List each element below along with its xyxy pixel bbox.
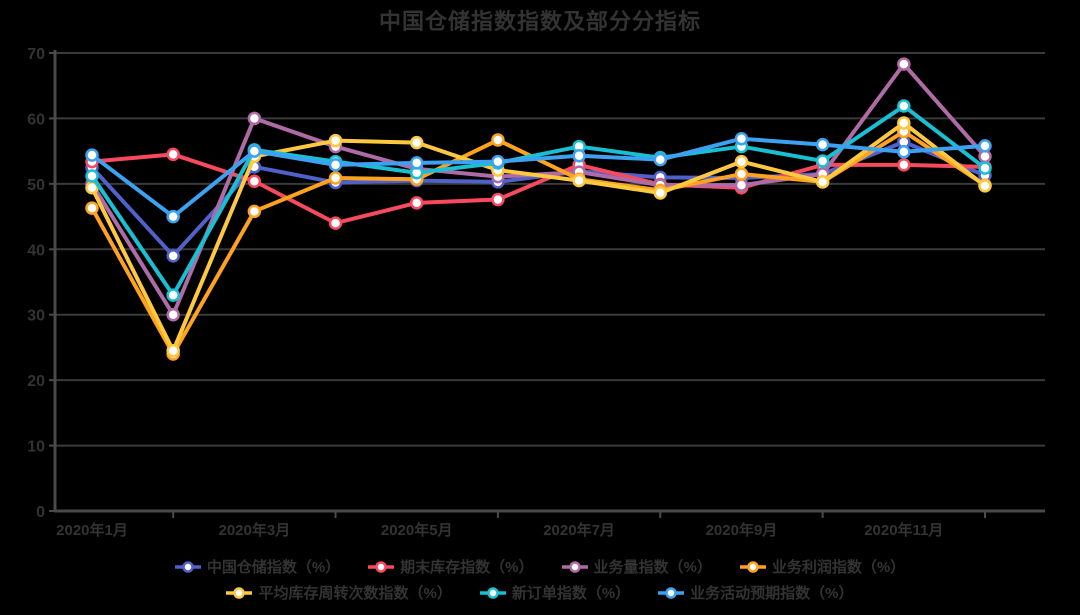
- legend-label-5: 新订单指数（%）: [511, 585, 631, 602]
- series-3-point-5: [491, 133, 505, 147]
- legend-item-6: 业务活动预期指数（%）: [658, 582, 854, 603]
- series-2-point-2: [247, 111, 262, 126]
- x-tick-label-8: 2020年9月: [706, 521, 778, 539]
- legend-label-6: 业务活动预期指数（%）: [690, 585, 854, 602]
- legend-marker-icon: [174, 560, 201, 573]
- series-line-3: [90, 129, 987, 356]
- series-4-point-10: [897, 116, 911, 130]
- series-1-point-1: [166, 147, 180, 162]
- chart-legend: 中国仓储指数（%） 期末库存指数（%） 业务量指数（%） 业务利润指数（%） 平均库存周…: [0, 556, 1080, 603]
- series-1-point-4: [409, 196, 424, 210]
- series-line-5: [90, 103, 987, 298]
- series-line-6: [90, 136, 987, 219]
- series-3-point-0: [85, 201, 99, 215]
- x-tick-label-0: 2020年1月: [56, 521, 128, 539]
- legend-row-0: 中国仓储指数（%） 期末库存指数（%） 业务量指数（%） 业务利润指数（%）: [174, 556, 906, 577]
- legend-label-1: 期末库存指数（%）: [400, 559, 534, 576]
- series-2-point-8: [734, 178, 749, 192]
- chart-title: 中国仓储指数指数及部分分指标: [378, 9, 701, 34]
- legend-label-4: 平均库存周转次数指数（%）: [258, 585, 452, 602]
- series-4-point-11: [978, 179, 992, 193]
- series-1-point-5: [491, 192, 505, 207]
- series-2-point-1: [166, 307, 180, 322]
- series-5-point-10: [897, 99, 911, 113]
- x-tick-label-10: 2020年11月: [864, 521, 943, 539]
- y-tick-label-10: 10: [27, 439, 45, 456]
- y-tick-label-20: 20: [27, 373, 45, 390]
- series-1-point-3: [328, 216, 343, 230]
- legend-marker-icon: [479, 586, 506, 599]
- y-tick-label-70: 70: [27, 46, 45, 63]
- series-4-point-7: [653, 186, 668, 200]
- series-line-2: [90, 62, 987, 317]
- series-6-point-7: [653, 152, 668, 167]
- series-6-point-11: [978, 139, 992, 153]
- series-5-point-9: [815, 154, 830, 168]
- series-6-point-10: [897, 145, 911, 159]
- series-4-point-9: [815, 175, 830, 189]
- series-6-point-0: [85, 148, 99, 162]
- legend-item-4: 平均库存周转次数指数（%）: [226, 582, 452, 603]
- y-tick-label-30: 30: [27, 308, 45, 325]
- series-5-point-1: [166, 288, 180, 302]
- series-1-point-2: [247, 174, 262, 188]
- legend-item-5: 新订单指数（%）: [479, 582, 631, 603]
- legend-marker-icon: [658, 586, 685, 599]
- series-4-point-1: [166, 343, 180, 358]
- y-tick-label-40: 40: [27, 242, 45, 259]
- y-tick-label-60: 60: [27, 111, 45, 128]
- legend-item-3: 业务利润指数（%）: [739, 556, 906, 577]
- legend-marker-icon: [226, 586, 253, 599]
- series-line-4: [90, 121, 987, 353]
- series-4-point-8: [734, 154, 749, 169]
- y-tick-label-0: 0: [36, 504, 45, 521]
- legend-label-0: 中国仓储指数（%）: [206, 559, 341, 576]
- series-6-point-1: [166, 209, 180, 224]
- series-3-point-8: [734, 167, 749, 181]
- series-6-point-8: [734, 131, 749, 146]
- series-0-point-1: [166, 249, 180, 263]
- y-tick-label-50: 50: [27, 177, 45, 194]
- series-6-point-4: [409, 156, 424, 170]
- legend-label-2: 业务量指数（%）: [593, 559, 712, 576]
- legend-item-2: 业务量指数（%）: [561, 556, 712, 577]
- legend-row-1: 平均库存周转次数指数（%） 新订单指数（%） 业务活动预期指数（%）: [226, 582, 854, 603]
- series-4-point-6: [572, 173, 586, 188]
- series-6-point-5: [491, 154, 505, 169]
- series-4-point-3: [328, 133, 343, 148]
- series-1-point-10: [897, 158, 911, 172]
- x-tick-label-6: 2020年7月: [543, 521, 615, 539]
- series-6-point-3: [328, 158, 343, 172]
- series-5-point-0: [85, 169, 99, 183]
- legend-marker-icon: [368, 560, 395, 573]
- series-5-point-11: [978, 161, 992, 175]
- series-4-point-4: [409, 135, 424, 150]
- legend-item-0: 中国仓储指数（%）: [174, 556, 341, 577]
- series-3-point-3: [328, 171, 343, 185]
- series-2-point-10: [897, 57, 911, 71]
- line-chart: 0 10 20 30 40 50 60 70 2020年1月 2020年3月 2020年5月 2020…: [27, 46, 1045, 539]
- legend-label-3: 业务利润指数（%）: [771, 559, 906, 576]
- series-6-point-2: [247, 144, 262, 158]
- series-6-point-6: [572, 148, 586, 163]
- series-6-point-9: [815, 137, 830, 152]
- series-3-point-2: [247, 204, 262, 219]
- x-tick-label-4: 2020年5月: [381, 521, 453, 539]
- x-tick-label-2: 2020年3月: [219, 521, 291, 539]
- legend-marker-icon: [739, 560, 766, 573]
- legend-item-1: 期末库存指数（%）: [368, 556, 534, 577]
- legend-marker-icon: [561, 560, 588, 573]
